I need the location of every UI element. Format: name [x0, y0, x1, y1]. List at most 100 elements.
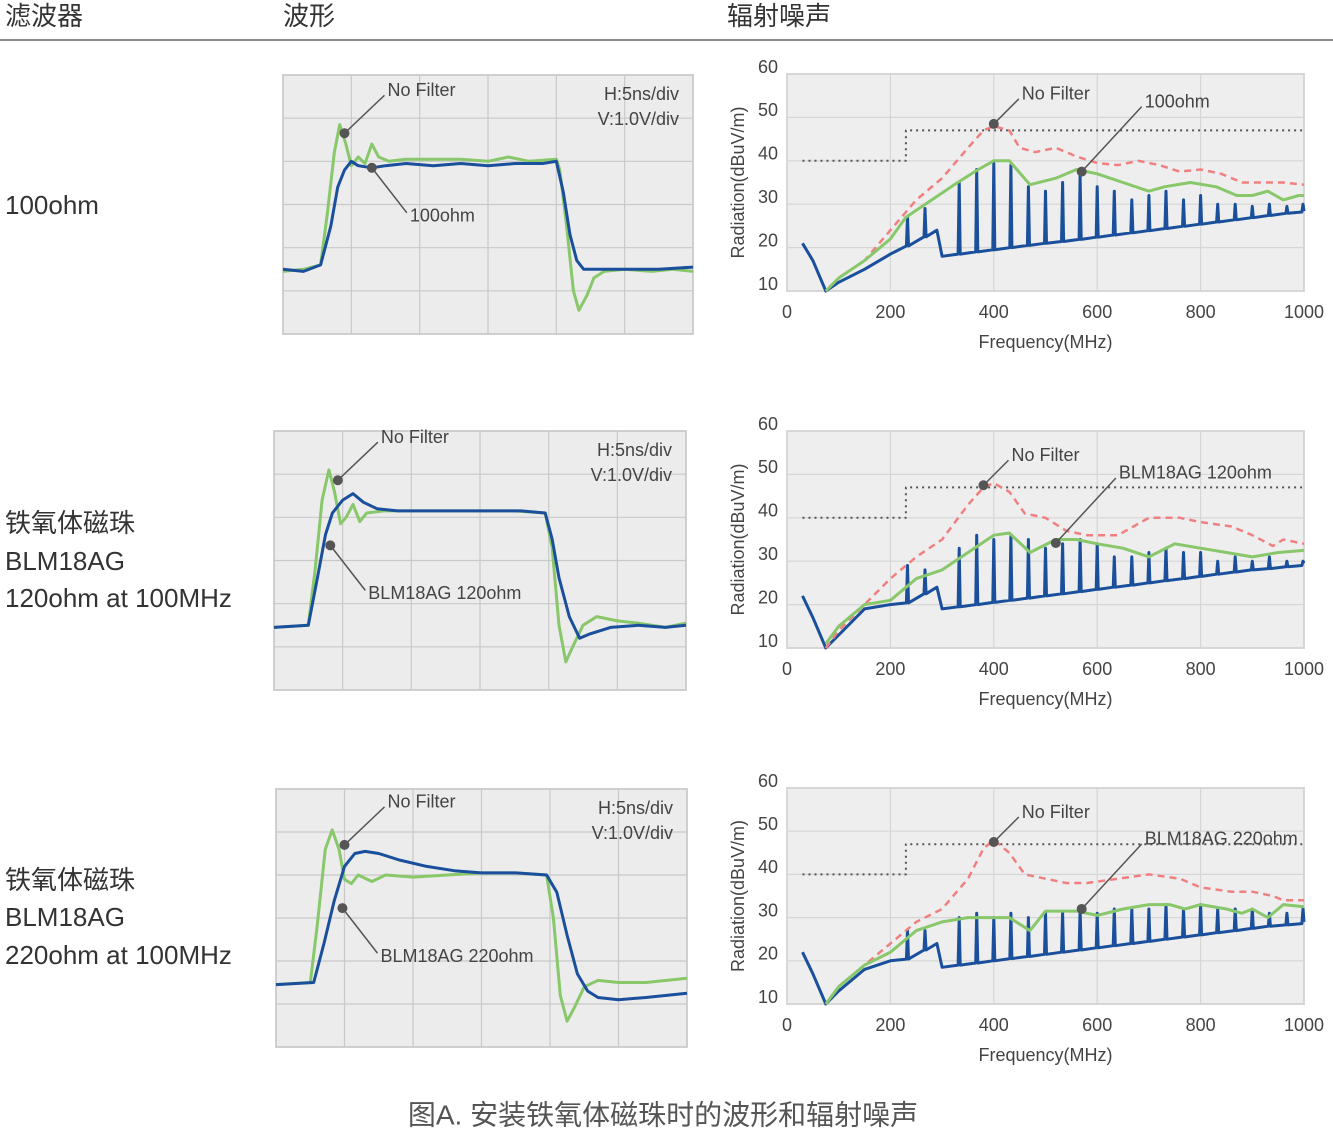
- callout-line: [343, 806, 386, 846]
- callout-dot: [988, 837, 999, 847]
- series-line: [824, 838, 1304, 1005]
- y-tick-label: 60: [758, 771, 778, 791]
- y-axis-label: Radiation(dBuV/m): [728, 463, 748, 615]
- callout-dot: [332, 475, 343, 486]
- y-tick-label: 60: [758, 414, 778, 434]
- callout-line: [337, 441, 379, 481]
- callout-line: [993, 816, 1020, 843]
- x-tick-label: 0: [782, 659, 792, 679]
- y-tick-label: 40: [758, 144, 778, 164]
- callout-label: 100ohm: [410, 206, 475, 226]
- x-tick-label: 200: [875, 302, 905, 322]
- series-line: [282, 159, 694, 273]
- callout-line: [341, 907, 379, 954]
- callout-dot: [325, 540, 336, 551]
- y-tick-label: 50: [758, 814, 778, 834]
- plot-area: [786, 430, 1305, 649]
- y-tick-label: 20: [758, 230, 778, 250]
- caption: 图A. 安装铁氧体磁珠时的波形和辐射噪声: [408, 1099, 918, 1130]
- callout-dot: [1050, 537, 1061, 548]
- series-line: [282, 123, 694, 312]
- row-label: 220ohm at 100MHz: [5, 940, 232, 970]
- y-tick-label: 30: [758, 544, 778, 564]
- callout-line: [982, 459, 1009, 486]
- row-label: BLM18AG: [5, 546, 125, 576]
- y-tick-label: 40: [758, 501, 778, 521]
- x-tick-label: 200: [875, 659, 905, 679]
- x-tick-label: 400: [979, 302, 1009, 322]
- x-tick-label: 600: [1082, 659, 1112, 679]
- callout-line: [371, 167, 408, 214]
- x-tick-label: 0: [782, 302, 792, 322]
- x-tick-label: 400: [979, 1015, 1009, 1035]
- row-label: 铁氧体磁珠: [5, 865, 135, 895]
- series-line: [801, 533, 1306, 650]
- callout-label: BLM18AG 120ohm: [1119, 463, 1272, 483]
- y-tick-label: 20: [758, 587, 778, 607]
- callout-line: [1055, 477, 1117, 544]
- callout-line: [1081, 843, 1143, 910]
- callout-label: 100ohm: [1145, 91, 1210, 111]
- callout-dot: [366, 162, 377, 173]
- annotation: V:1.0V/div: [592, 823, 673, 843]
- series-line: [273, 492, 687, 640]
- y-tick-label: 20: [758, 944, 778, 964]
- callout-dot: [978, 480, 989, 491]
- series-line: [275, 849, 688, 1002]
- callout-line: [343, 94, 386, 134]
- x-tick-label: 600: [1082, 1015, 1112, 1035]
- x-tick-label: 600: [1082, 302, 1112, 322]
- header-radiation: 辐射噪声: [727, 1, 831, 31]
- x-tick-label: 800: [1186, 659, 1216, 679]
- callout-line: [329, 544, 366, 591]
- callout-dot: [339, 128, 350, 139]
- y-tick-label: 30: [758, 900, 778, 920]
- callout-line: [1081, 106, 1143, 173]
- series-line: [801, 903, 1306, 1006]
- y-tick-label: 10: [758, 987, 778, 1007]
- callout-dot: [1076, 903, 1087, 914]
- annotation: H:5ns/div: [604, 84, 679, 104]
- header-filter: 滤波器: [5, 1, 83, 31]
- x-tick-label: 1000: [1284, 302, 1324, 322]
- y-axis-label: Radiation(dBuV/m): [728, 820, 748, 972]
- row-label: 铁氧体磁珠: [5, 508, 135, 538]
- callout-label: No Filter: [1011, 445, 1079, 465]
- callout-label: No Filter: [388, 792, 456, 812]
- series-line: [824, 903, 1305, 1005]
- callout-label: No Filter: [381, 427, 449, 447]
- y-axis-label: Radiation(dBuV/m): [728, 106, 748, 258]
- callout-label: No Filter: [1022, 84, 1090, 104]
- series-line: [824, 481, 1305, 649]
- annotation: H:5ns/div: [598, 798, 673, 818]
- row-label: 100ohm: [5, 190, 99, 220]
- callout-dot: [339, 839, 350, 850]
- annotation: V:1.0V/div: [598, 109, 679, 129]
- header-waveform: 波形: [283, 1, 335, 31]
- y-tick-label: 10: [758, 631, 778, 651]
- callout-dot: [337, 903, 348, 914]
- x-tick-label: 0: [782, 1015, 792, 1035]
- series-line: [824, 159, 1304, 293]
- x-axis-label: Frequency(MHz): [978, 689, 1112, 709]
- x-tick-label: 200: [875, 1015, 905, 1035]
- x-axis-label: Frequency(MHz): [978, 1045, 1112, 1065]
- x-tick-label: 1000: [1284, 1015, 1324, 1035]
- x-tick-label: 1000: [1284, 659, 1324, 679]
- series-line: [824, 124, 1305, 292]
- annotation: V:1.0V/div: [591, 465, 672, 485]
- x-tick-label: 800: [1186, 302, 1216, 322]
- callout-label: BLM18AG 220ohm: [380, 946, 533, 966]
- y-tick-label: 10: [758, 274, 778, 294]
- callout-line: [993, 98, 1020, 125]
- x-tick-label: 400: [979, 659, 1009, 679]
- y-tick-label: 40: [758, 857, 778, 877]
- callout-label: No Filter: [388, 80, 456, 100]
- row-label: BLM18AG: [5, 902, 125, 932]
- callout-label: BLM18AG 220ohm: [1145, 829, 1298, 849]
- y-tick-label: 50: [758, 457, 778, 477]
- y-tick-label: 30: [758, 187, 778, 207]
- annotation: H:5ns/div: [597, 440, 672, 460]
